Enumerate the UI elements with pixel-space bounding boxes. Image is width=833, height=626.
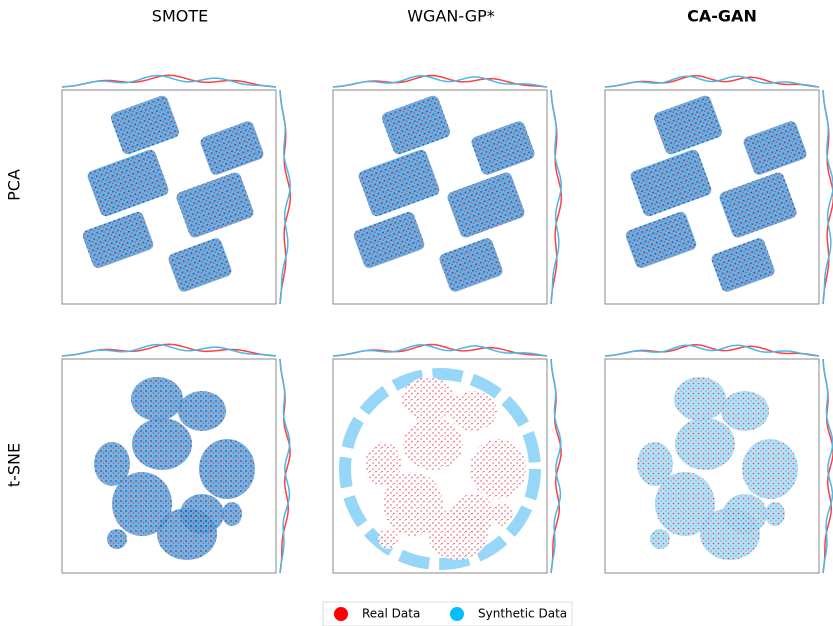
cluster [439,238,503,292]
cluster [721,391,769,431]
marginal-density [279,358,291,574]
column-title: SMOTE [152,7,208,26]
cluster [428,508,488,560]
cluster [378,529,398,549]
cluster [199,439,255,499]
cluster [742,439,798,499]
marginal-density [279,89,291,305]
marginal-density [604,75,820,88]
cluster [176,172,254,238]
cluster [358,149,440,217]
marginal-density [604,344,820,357]
cluster [765,502,785,526]
cluster [365,442,401,486]
cluster [700,508,760,560]
marginal-density [332,75,548,88]
cluster [178,391,226,431]
marginal-density [61,74,277,88]
legend-label: Synthetic Data [478,607,567,621]
cluster [131,377,183,421]
cluster [447,172,525,238]
cluster [82,211,154,269]
marginal-density [822,89,833,305]
cluster [650,529,670,549]
cluster [493,502,513,526]
column-title: WGAN-GP* [407,7,495,26]
cluster [711,238,775,292]
marginal-density [550,358,562,574]
cluster [110,95,180,155]
cluster [353,211,425,269]
panels: SMOTE WGAN-GP* CA-GAN PCA t-SNE [5,7,833,574]
cluster [653,95,723,155]
legend-box [322,601,573,626]
cluster [655,472,715,536]
cluster [168,238,232,292]
cluster [157,508,217,560]
cluster [449,391,497,431]
cluster [87,149,169,217]
marginal-density [822,358,833,574]
cluster [381,95,451,155]
cluster [222,502,242,526]
legend-swatch [450,607,464,621]
cluster [132,418,192,470]
legend-swatch [334,607,348,621]
cluster [719,172,797,238]
row-label: PCA [5,169,24,201]
cluster [383,472,443,536]
row-label: t-SNE [5,443,24,487]
cluster [107,529,127,549]
cluster [402,377,454,421]
cluster [471,121,535,175]
cluster [625,211,697,269]
cluster [200,121,264,175]
cluster [637,442,673,486]
cluster-ring [339,368,541,570]
cluster [403,418,463,470]
marginal-density [61,343,277,357]
cluster [674,377,726,421]
cluster [470,439,526,499]
cluster [112,472,172,536]
cluster [743,121,807,175]
cluster [630,149,712,217]
cluster [675,418,735,470]
marginal-density [550,89,562,305]
cluster [94,442,130,486]
column-title: CA-GAN [687,7,757,26]
legend-label: Real Data [362,607,420,621]
legend: Real Data Synthetic Data [322,601,573,626]
marginal-density [332,344,548,357]
